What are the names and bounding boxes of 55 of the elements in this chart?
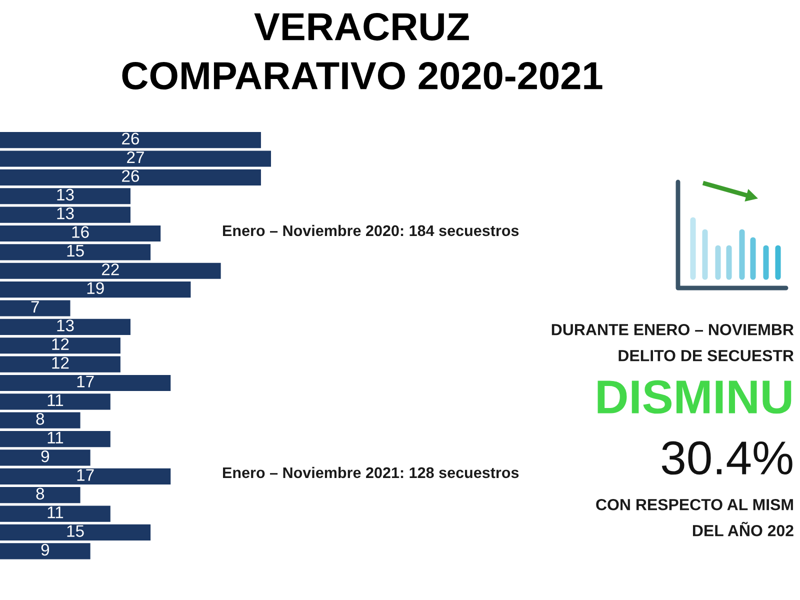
- annotation: Enero – Noviembre 2021: 128 secuestros: [223, 466, 519, 478]
- bar: [0, 543, 90, 560]
- bar: [0, 450, 90, 466]
- data-label: 26: [122, 170, 140, 182]
- data-label: 27: [127, 151, 144, 164]
- text: DELITO DE SECUESTR: [618, 350, 794, 362]
- data-label: 16: [72, 226, 89, 238]
- bar: [0, 374, 171, 392]
- text: DISMINU: [598, 380, 792, 414]
- data-label: 9: [41, 450, 50, 462]
- bar: [0, 132, 261, 148]
- text: VERACRUZ COMPARATIVO 2020-2021: [122, 13, 602, 90]
- data-label: 12: [52, 338, 69, 350]
- data-label: 17: [77, 376, 94, 388]
- text: DEL AÑO 202: [692, 522, 794, 536]
- data-label: 13: [57, 188, 74, 201]
- bar: [0, 318, 130, 335]
- bar: [0, 356, 120, 372]
- bar: [0, 412, 80, 428]
- bar: [0, 225, 161, 242]
- bar: [0, 244, 151, 260]
- bar: [0, 338, 120, 354]
- bar: [0, 262, 221, 279]
- data-label: 11: [48, 432, 64, 444]
- bar: [0, 506, 110, 522]
- annotation: Enero – Noviembre 2020: 184 secuestros: [223, 224, 519, 236]
- data-label: 11: [48, 394, 64, 406]
- data-label: 9: [41, 544, 50, 556]
- text: DURANTE ENERO – NOVIEMBR: [552, 324, 794, 336]
- data-label: 7: [31, 301, 39, 313]
- bar: [0, 150, 271, 167]
- data-label: 11: [48, 506, 64, 518]
- data-label: 22: [102, 264, 119, 276]
- data-label: 8: [36, 413, 44, 425]
- bar: [0, 468, 171, 484]
- data-label: 15: [67, 245, 84, 257]
- bar: [0, 188, 130, 204]
- data-label: 12: [52, 356, 69, 369]
- bar: [0, 394, 110, 410]
- text: 30.4%: [662, 441, 792, 475]
- bar: [0, 300, 70, 316]
- data-label: 13: [57, 320, 74, 332]
- data-label: 13: [57, 207, 74, 220]
- bar: [0, 169, 261, 186]
- data-label: 17: [77, 469, 94, 481]
- data-label: 19: [87, 282, 104, 294]
- text: CON RESPECTO AL MISM: [596, 498, 793, 510]
- bar: [0, 487, 80, 504]
- data-label: 8: [36, 488, 44, 500]
- bar: [0, 282, 191, 298]
- data-label: 15: [67, 525, 84, 537]
- bar: [0, 524, 151, 541]
- data-label: 26: [122, 132, 140, 145]
- bar: [0, 206, 130, 223]
- bar: [0, 431, 110, 448]
